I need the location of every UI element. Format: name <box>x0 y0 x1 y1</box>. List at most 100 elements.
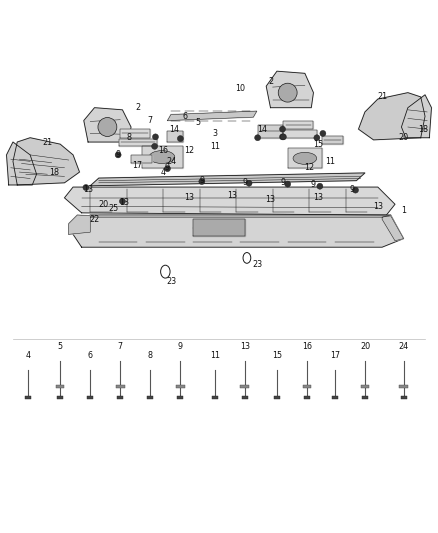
Bar <box>25 395 31 399</box>
Text: 21: 21 <box>377 92 387 101</box>
Polygon shape <box>120 139 157 147</box>
Text: 5: 5 <box>195 118 200 127</box>
Text: 20: 20 <box>399 133 409 142</box>
Text: 3: 3 <box>212 129 217 138</box>
Polygon shape <box>288 149 322 168</box>
Text: 9: 9 <box>242 179 247 187</box>
Text: 13: 13 <box>265 196 276 205</box>
Text: 10: 10 <box>236 84 245 93</box>
Text: 13: 13 <box>240 343 250 351</box>
Text: 2: 2 <box>268 77 273 86</box>
Polygon shape <box>69 215 90 235</box>
Circle shape <box>83 184 89 190</box>
Circle shape <box>279 126 286 132</box>
Text: 9: 9 <box>281 179 286 187</box>
Circle shape <box>165 166 170 172</box>
Polygon shape <box>193 219 245 237</box>
Bar <box>360 385 369 388</box>
Circle shape <box>115 152 121 158</box>
Text: 16: 16 <box>158 146 168 155</box>
Bar <box>116 385 124 388</box>
Text: 1: 1 <box>401 206 406 215</box>
Polygon shape <box>84 108 131 142</box>
Circle shape <box>98 118 117 136</box>
Text: 16: 16 <box>302 343 312 351</box>
Text: 24: 24 <box>399 343 409 351</box>
Text: 13: 13 <box>120 198 130 207</box>
Ellipse shape <box>293 152 317 164</box>
Circle shape <box>280 134 286 140</box>
Text: 9: 9 <box>311 181 316 189</box>
Text: 9: 9 <box>199 176 205 185</box>
Text: 4: 4 <box>161 167 166 176</box>
Text: 4: 4 <box>25 351 31 360</box>
Polygon shape <box>283 130 317 138</box>
Bar <box>117 395 123 399</box>
Text: 23: 23 <box>167 277 177 286</box>
Polygon shape <box>120 129 150 138</box>
Bar <box>87 395 93 399</box>
Text: 12: 12 <box>304 163 314 172</box>
Text: 21: 21 <box>42 138 53 147</box>
Text: 6: 6 <box>88 351 93 360</box>
Bar <box>362 395 368 399</box>
Bar <box>147 395 153 399</box>
Text: 23: 23 <box>253 260 263 269</box>
Text: 20: 20 <box>98 200 108 209</box>
Bar <box>240 385 249 388</box>
Text: 13: 13 <box>373 202 383 211</box>
Circle shape <box>320 131 326 136</box>
Circle shape <box>152 134 159 140</box>
Text: 9: 9 <box>350 185 355 193</box>
Polygon shape <box>64 187 395 215</box>
Bar <box>57 395 63 399</box>
Polygon shape <box>382 216 403 241</box>
Text: 9: 9 <box>178 343 183 351</box>
Bar <box>332 395 338 399</box>
Text: 5: 5 <box>58 343 63 351</box>
Circle shape <box>353 187 358 193</box>
Polygon shape <box>142 147 183 168</box>
Polygon shape <box>167 111 257 120</box>
Text: 15: 15 <box>313 140 323 149</box>
Bar <box>304 395 310 399</box>
Bar <box>177 395 184 399</box>
Text: 9: 9 <box>165 163 170 172</box>
Bar <box>399 385 408 388</box>
Text: 22: 22 <box>89 215 100 224</box>
Polygon shape <box>69 215 403 247</box>
Text: 13: 13 <box>83 185 93 193</box>
Text: 18: 18 <box>418 125 428 134</box>
Polygon shape <box>131 155 152 164</box>
Text: 14: 14 <box>257 125 267 134</box>
Text: 13: 13 <box>184 193 194 203</box>
Bar <box>303 385 311 388</box>
Polygon shape <box>90 215 391 217</box>
Text: 2: 2 <box>135 103 140 112</box>
Circle shape <box>177 135 184 142</box>
Text: 18: 18 <box>49 167 59 176</box>
Polygon shape <box>90 173 365 186</box>
Text: 8: 8 <box>126 133 131 142</box>
Bar <box>242 395 248 399</box>
Text: 20: 20 <box>360 343 370 351</box>
Ellipse shape <box>149 151 175 164</box>
Bar <box>176 385 185 388</box>
Text: 11: 11 <box>210 351 220 360</box>
Text: 15: 15 <box>272 351 282 360</box>
Bar <box>212 395 218 399</box>
Circle shape <box>254 135 261 141</box>
Text: 9: 9 <box>116 150 121 159</box>
Circle shape <box>317 183 323 189</box>
Polygon shape <box>358 93 425 140</box>
Polygon shape <box>167 131 183 142</box>
Polygon shape <box>322 135 343 144</box>
Polygon shape <box>13 138 79 185</box>
Polygon shape <box>283 120 314 129</box>
Circle shape <box>199 179 205 184</box>
Text: 11: 11 <box>325 157 336 166</box>
Text: 11: 11 <box>210 142 220 151</box>
Bar <box>274 395 280 399</box>
Text: 13: 13 <box>313 193 323 203</box>
Bar <box>56 385 64 388</box>
